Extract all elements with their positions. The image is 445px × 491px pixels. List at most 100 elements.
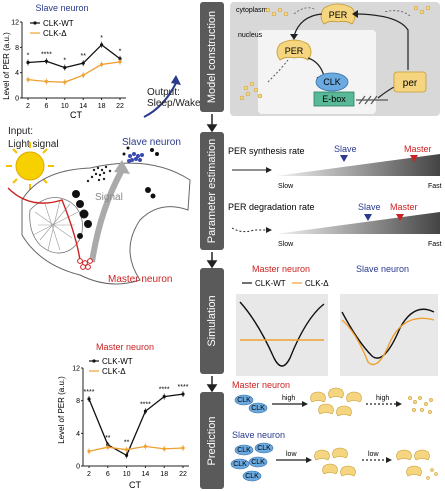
- clk-text: CLK: [237, 447, 251, 454]
- data-point: [162, 447, 166, 451]
- simulation-panel: Master neuron Slave neuron CLK-WT CLK-Δ: [236, 264, 438, 376]
- data-point: [118, 60, 122, 64]
- pred-slave-per-2: [396, 449, 430, 477]
- clk-text: CLK: [251, 405, 265, 412]
- pred-slave-clk: CLK CLK CLK CLK CLK: [230, 442, 274, 482]
- fast-label: Fast: [428, 183, 442, 190]
- degradation-slave-marker: [364, 214, 372, 221]
- data-point: [100, 43, 104, 47]
- degradation-label: PER degradation rate: [228, 202, 315, 212]
- pred-slave-title: Slave neuron: [232, 430, 285, 440]
- significance-label: ****: [159, 387, 170, 394]
- master-chart-title: Master neuron: [96, 342, 154, 352]
- master-chart-axes: 0 4 8 12 2 6 10 14 18 22: [72, 366, 189, 478]
- per-gene-box: [393, 71, 427, 93]
- stage-label: Model construction: [206, 10, 218, 104]
- per-gene-label: per: [403, 78, 418, 89]
- legend-delta: CLK-Δ: [43, 29, 67, 38]
- degradation-slave-label: Slave: [358, 202, 381, 212]
- significance-label: **: [80, 53, 86, 60]
- cytoplasm-label: cytoplasm: [236, 7, 268, 14]
- sim-master-wt-curve: [239, 301, 325, 367]
- data-point: [26, 78, 30, 82]
- data-point: [63, 80, 67, 84]
- data-point: [181, 446, 185, 450]
- clk-text: CLK: [257, 445, 271, 452]
- x-tick-label: 14: [142, 471, 150, 478]
- slave-neuron-label: Slave neuron: [122, 137, 181, 148]
- x-tick-label: 10: [123, 471, 131, 478]
- x-tick-label: 22: [116, 103, 124, 110]
- synthesis-master-label: Master: [404, 144, 432, 154]
- synthesis-slave-label: Slave: [334, 144, 357, 154]
- data-point: [26, 60, 30, 65]
- y-tick-label: 0: [15, 96, 19, 103]
- significance-label: ****: [178, 384, 189, 391]
- data-point: [181, 392, 185, 396]
- data-point: [87, 397, 91, 401]
- series-line-0: [27, 43, 121, 69]
- y-tick-label: 4: [15, 70, 19, 77]
- data-point: [106, 445, 110, 449]
- y-tick-label: 4: [76, 431, 80, 438]
- slow-label-2: Slow: [278, 241, 294, 248]
- series-line-1: [88, 445, 184, 452]
- data-point: [162, 394, 166, 399]
- synthesis-label: PER synthesis rate: [228, 146, 305, 156]
- sim-legend-wt: CLK-WT: [255, 279, 286, 288]
- degradation-gradient: [276, 212, 440, 234]
- legend-delta-2: CLK-Δ: [102, 367, 126, 376]
- data-point: [87, 449, 91, 453]
- data-point: [143, 444, 147, 448]
- per-protein-label: PER: [329, 10, 348, 20]
- x-tick-label: 18: [160, 471, 168, 478]
- master-chart-ylabel: Level of PER (a.u.): [57, 376, 66, 444]
- significance-label: ****: [84, 389, 95, 396]
- x-tick-label: 6: [106, 471, 110, 478]
- y-tick-label: 12: [72, 366, 80, 373]
- data-point: [100, 62, 104, 67]
- brain-illustration: [6, 142, 191, 285]
- master-neuron-label: Master neuron: [108, 274, 173, 285]
- legend-wt: CLK-WT: [43, 19, 74, 28]
- flow-arrows: [206, 114, 218, 392]
- legend-wt-2: CLK-WT: [102, 357, 133, 366]
- stage-model-construction: Model construction: [200, 2, 224, 112]
- input-label: Input:: [8, 126, 34, 137]
- series-line-0: [88, 393, 184, 457]
- significance-label: *: [119, 49, 122, 56]
- slave-chart-ylabel: Level of PER (a.u.): [2, 32, 11, 100]
- significance-label: *: [100, 35, 103, 42]
- y-tick-label: 8: [15, 45, 19, 52]
- clk-protein: [315, 72, 349, 92]
- nucleus-label: nucleus: [238, 32, 263, 39]
- master-chart-marks: **************** ****: [84, 384, 189, 459]
- per-protein-nucleus-label: PER: [285, 46, 304, 56]
- pred-low-1: low: [286, 451, 297, 458]
- clk-text: CLK: [237, 397, 251, 404]
- master-chart: Master neuron Level of PER (a.u.) CT 0 4 8…: [57, 342, 189, 490]
- x-tick-label: 18: [98, 103, 106, 110]
- pred-high-1: high: [282, 395, 295, 402]
- slave-chart-marks: * *********: [26, 35, 122, 86]
- data-point: [125, 453, 129, 457]
- slave-chart: Slave neuron Level of PER (a.u.) CT 0 4 8 1…: [2, 3, 126, 120]
- stage-simulation: Simulation: [200, 268, 224, 374]
- input-label-2: Light signal: [8, 139, 59, 150]
- pred-high-2: high: [376, 395, 389, 402]
- master-chart-xlabel: CT: [129, 480, 141, 490]
- pred-low-2: low: [368, 451, 379, 458]
- sim-master-plot: [236, 294, 328, 376]
- slave-chart-title: Slave neuron: [35, 3, 88, 13]
- slave-chart-xlabel: CT: [70, 110, 82, 120]
- significance-label: *: [63, 58, 66, 65]
- degraded-per: [239, 5, 431, 101]
- significance-label: ****: [140, 401, 151, 408]
- clk-text: CLK: [251, 459, 265, 466]
- data-point: [44, 59, 49, 63]
- model-diagram: cytoplasm nucleus PER PER CLK E-box per: [230, 2, 440, 116]
- sim-legend-delta: CLK-Δ: [305, 279, 329, 288]
- sim-slave-plot: [340, 294, 438, 376]
- stage-label: Prediction: [206, 416, 218, 465]
- slave-chart-axes: 0 4 8 12 2 6 10 14 18 22: [11, 20, 126, 110]
